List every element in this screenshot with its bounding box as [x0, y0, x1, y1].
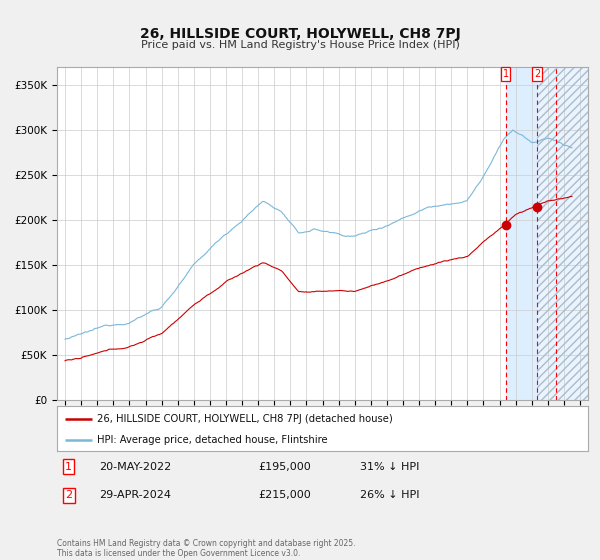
Text: Contains HM Land Registry data © Crown copyright and database right 2025.
This d: Contains HM Land Registry data © Crown c… [57, 539, 355, 558]
Text: £215,000: £215,000 [259, 491, 311, 501]
Text: 20-MAY-2022: 20-MAY-2022 [100, 461, 172, 472]
Text: Price paid vs. HM Land Registry's House Price Index (HPI): Price paid vs. HM Land Registry's House … [140, 40, 460, 50]
Text: 31% ↓ HPI: 31% ↓ HPI [359, 461, 419, 472]
Text: 26, HILLSIDE COURT, HOLYWELL, CH8 7PJ (detached house): 26, HILLSIDE COURT, HOLYWELL, CH8 7PJ (d… [97, 414, 392, 424]
Text: £195,000: £195,000 [259, 461, 311, 472]
Bar [506, 67, 537, 400]
Bar [537, 67, 588, 400]
Bar [537, 67, 588, 400]
Text: 26, HILLSIDE COURT, HOLYWELL, CH8 7PJ: 26, HILLSIDE COURT, HOLYWELL, CH8 7PJ [140, 27, 460, 41]
Text: 26% ↓ HPI: 26% ↓ HPI [359, 491, 419, 501]
Text: 29-APR-2024: 29-APR-2024 [100, 491, 172, 501]
Text: 2: 2 [534, 69, 540, 79]
Text: 2: 2 [65, 491, 72, 501]
Text: HPI: Average price, detached house, Flintshire: HPI: Average price, detached house, Flin… [97, 435, 328, 445]
Text: 1: 1 [503, 69, 509, 79]
Text: 1: 1 [65, 461, 72, 472]
